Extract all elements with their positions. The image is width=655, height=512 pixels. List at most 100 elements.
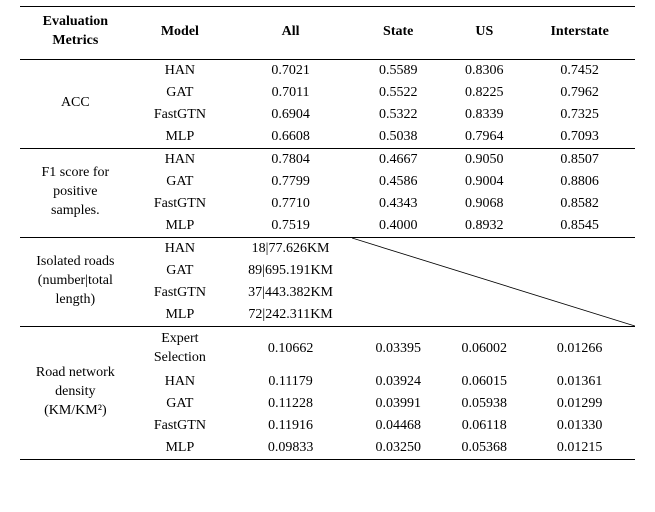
cell: 0.7011 — [229, 82, 352, 104]
cell: 0.4667 — [352, 148, 444, 171]
cell: GAT — [131, 82, 229, 104]
cell: 0.04468 — [352, 415, 444, 437]
cell: 0.7093 — [524, 126, 635, 149]
iso-line1: Isolated roads — [36, 254, 114, 269]
cell: 0.01330 — [524, 415, 635, 437]
metric-label-density: Road network density (KM/KM²) — [20, 326, 131, 459]
metric-label-iso: Isolated roads (number|total length) — [20, 237, 131, 326]
cell: 0.11179 — [229, 371, 352, 393]
cell: 0.7710 — [229, 193, 352, 215]
cell: 72|242.311KM — [229, 304, 352, 327]
cell: 0.9068 — [444, 193, 524, 215]
cell: 0.4343 — [352, 193, 444, 215]
cell: FastGTN — [131, 282, 229, 304]
cell: MLP — [131, 126, 229, 149]
cell: 0.7799 — [229, 171, 352, 193]
header-metric-line2: Metrics — [52, 33, 98, 48]
col-header-metrics: Evaluation Metrics — [20, 7, 131, 60]
cell: GAT — [131, 393, 229, 415]
col-header-inter: Interstate — [524, 7, 635, 60]
cell: GAT — [131, 260, 229, 282]
col-header-all: All — [229, 7, 352, 60]
table-container: Evaluation Metrics Model All State US In… — [0, 0, 655, 512]
dens-line2: density — [55, 384, 95, 399]
f1-line3: samples. — [51, 203, 100, 218]
col-header-state: State — [352, 7, 444, 60]
cell: 0.8806 — [524, 171, 635, 193]
cell: 0.03250 — [352, 437, 444, 460]
cell: 0.6904 — [229, 104, 352, 126]
cell: 0.03924 — [352, 371, 444, 393]
metric-label-f1: F1 score for positive samples. — [20, 148, 131, 237]
iso-line2: (number|total — [38, 273, 113, 288]
f1-line1: F1 score for — [42, 165, 110, 180]
cell: 0.11228 — [229, 393, 352, 415]
cell: 0.7452 — [524, 59, 635, 82]
cell: 0.7964 — [444, 126, 524, 149]
cell: 18|77.626KM — [229, 237, 352, 260]
cell: 0.8932 — [444, 215, 524, 238]
cell: 0.4000 — [352, 215, 444, 238]
cell: FastGTN — [131, 193, 229, 215]
empty-diagonal-cell — [352, 237, 635, 326]
cell: HAN — [131, 371, 229, 393]
cell: 0.01361 — [524, 371, 635, 393]
dens-line1: Road network — [36, 365, 115, 380]
cell: 0.06002 — [444, 326, 524, 370]
dens-line3: (KM/KM²) — [44, 403, 107, 418]
cell: 0.01266 — [524, 326, 635, 370]
cell: GAT — [131, 171, 229, 193]
cell: FastGTN — [131, 415, 229, 437]
table-row: ACC HAN 0.7021 0.5589 0.8306 0.7452 — [20, 59, 635, 82]
cell-expert: Expert Selection — [131, 326, 229, 370]
cell: 0.7021 — [229, 59, 352, 82]
cell: 0.8507 — [524, 148, 635, 171]
cell: FastGTN — [131, 104, 229, 126]
cell: 0.5589 — [352, 59, 444, 82]
cell: 0.7804 — [229, 148, 352, 171]
cell: 0.8545 — [524, 215, 635, 238]
cell: 0.03395 — [352, 326, 444, 370]
cell: 37|443.382KM — [229, 282, 352, 304]
cell: HAN — [131, 148, 229, 171]
cell: 0.8225 — [444, 82, 524, 104]
cell: 0.01299 — [524, 393, 635, 415]
cell: 0.05938 — [444, 393, 524, 415]
cell: 0.7325 — [524, 104, 635, 126]
cell: MLP — [131, 215, 229, 238]
cell: 0.10662 — [229, 326, 352, 370]
results-table: Evaluation Metrics Model All State US In… — [20, 6, 635, 460]
cell: 0.7519 — [229, 215, 352, 238]
cell: 0.03991 — [352, 393, 444, 415]
cell: 0.09833 — [229, 437, 352, 460]
col-header-us: US — [444, 7, 524, 60]
f1-line2: positive — [53, 184, 97, 199]
expert-line2: Selection — [154, 350, 206, 365]
cell: 0.06118 — [444, 415, 524, 437]
table-row: Isolated roads (number|total length) HAN… — [20, 237, 635, 260]
cell: 89|695.191KM — [229, 260, 352, 282]
cell: HAN — [131, 59, 229, 82]
expert-line1: Expert — [161, 331, 198, 346]
col-header-model: Model — [131, 7, 229, 60]
cell: HAN — [131, 237, 229, 260]
header-metric-line1: Evaluation — [43, 14, 108, 29]
cell: 0.5522 — [352, 82, 444, 104]
cell: MLP — [131, 437, 229, 460]
cell: 0.7962 — [524, 82, 635, 104]
cell: 0.5322 — [352, 104, 444, 126]
cell: 0.8306 — [444, 59, 524, 82]
iso-line3: length) — [56, 292, 96, 307]
cell: 0.9004 — [444, 171, 524, 193]
table-row: F1 score for positive samples. HAN 0.780… — [20, 148, 635, 171]
cell: 0.06015 — [444, 371, 524, 393]
cell: 0.05368 — [444, 437, 524, 460]
cell: 0.9050 — [444, 148, 524, 171]
cell: 0.11916 — [229, 415, 352, 437]
cell: 0.5038 — [352, 126, 444, 149]
metric-label-acc: ACC — [20, 59, 131, 148]
cell: 0.01215 — [524, 437, 635, 460]
cell: MLP — [131, 304, 229, 327]
diagonal-line-icon — [352, 238, 635, 326]
cell: 0.8339 — [444, 104, 524, 126]
